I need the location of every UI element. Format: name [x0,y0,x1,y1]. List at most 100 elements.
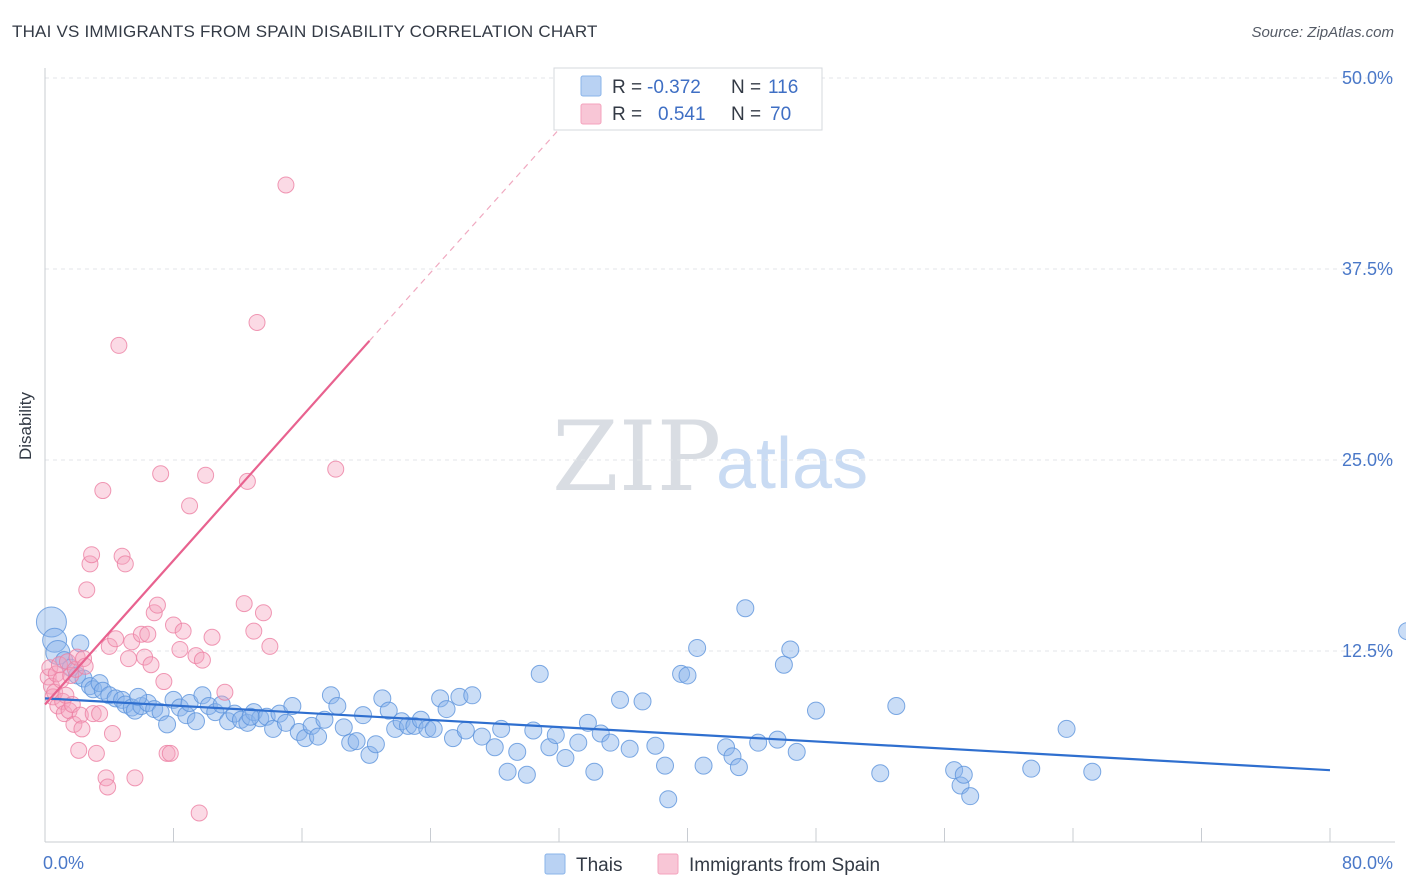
thais-point [781,640,800,659]
x-tick-label-max: 80.0% [1342,853,1393,873]
thais-point [569,733,588,752]
spain-point [110,336,128,354]
spain-point [87,744,105,762]
thais-point [158,715,177,734]
spain-point [165,616,182,634]
thais-point [1057,719,1076,738]
thais-point [379,701,398,720]
y-tick-label-3: 50.0% [1342,68,1393,88]
thais-point [633,692,652,711]
spain-point [120,650,138,668]
spain-point [132,625,150,643]
spain-swatch [580,103,602,125]
thais-n-value: 116 [768,77,798,98]
spain-point [83,546,101,564]
thais-point [601,733,620,752]
spain-point [139,625,157,643]
thais-point [688,638,707,657]
thais-point [71,634,90,653]
thais-legend-label: Thais [576,855,622,876]
thais-point [729,758,748,777]
thais-point [450,687,469,706]
spain-point [73,720,91,738]
stats-legend: R = -0.372 N = 116 R = 0.541 N = 70 [553,67,823,131]
thais-point [456,721,475,740]
thais-point [193,686,212,705]
spain-point [181,497,199,515]
watermark-zip: ZIP [552,401,721,513]
thais-point [611,690,630,709]
thais-point [366,735,385,754]
thais-point [723,747,742,766]
thais-point [961,787,980,806]
thais-point [871,764,890,783]
thais-point [341,733,360,752]
thais-point [1022,759,1041,778]
thais-point [530,664,549,683]
spain-point [171,640,189,658]
thais-point [736,599,755,618]
thais-point [672,664,691,683]
thais-point [694,756,713,775]
thais-point [546,726,565,745]
thais-point [1083,762,1102,781]
spain-point [161,744,179,762]
thais-point [556,748,575,767]
thais-swatch [580,75,602,97]
thais-point [646,736,665,755]
y-tick-label-0: 12.5% [1342,641,1393,661]
spain-point [155,673,173,691]
thais-point [498,762,517,781]
thais-point [887,697,906,716]
thais-point [170,698,189,717]
thais-point [485,738,504,757]
thais-point [749,733,768,752]
spain-point [174,622,192,640]
spain-point [116,555,134,573]
thais-point [276,713,295,732]
spain-legend-swatch [657,853,679,875]
spain-point [245,622,263,640]
thais-n-label: N = [731,77,761,98]
thais-point [656,756,675,775]
thais-point [219,712,238,731]
thais-point [424,719,443,738]
thais-point [717,738,736,757]
spain-point [70,741,88,759]
spain-trend-line [44,340,371,706]
thais-point [186,712,205,731]
thais-point [241,707,260,726]
spain-trend-extension [369,102,584,342]
spain-point [203,628,221,646]
spain-point [142,656,160,674]
spain-point [235,595,253,613]
spain-point [216,683,234,701]
spain-point [148,596,166,614]
thais-point [283,697,302,716]
gridlines [45,77,1395,652]
thais-point [1398,622,1406,641]
thais-point [129,687,148,706]
spain-point [71,706,89,724]
spain-n-label: N = [731,104,761,125]
thais-point [321,686,340,705]
axes [44,68,1395,843]
spain-r-label: R = [612,104,642,125]
thais-point [437,700,456,719]
spain-point [277,176,295,194]
spain-n-value: 70 [770,104,791,125]
spain-point [126,769,144,787]
trend-lines [44,102,1331,772]
thais-legend-swatch [544,853,566,875]
spain-point [84,705,102,723]
thais-point [328,697,347,716]
thais-point [517,765,536,784]
source-credit: Source: ZipAtlas.com [1251,24,1394,41]
thais-point [315,710,334,729]
spain-point [41,659,59,677]
thais-point [945,761,964,780]
thais-point [585,762,604,781]
watermark: ZIP atlas [552,401,868,513]
series-legend: Thais Immigrants from Spain [544,853,880,876]
